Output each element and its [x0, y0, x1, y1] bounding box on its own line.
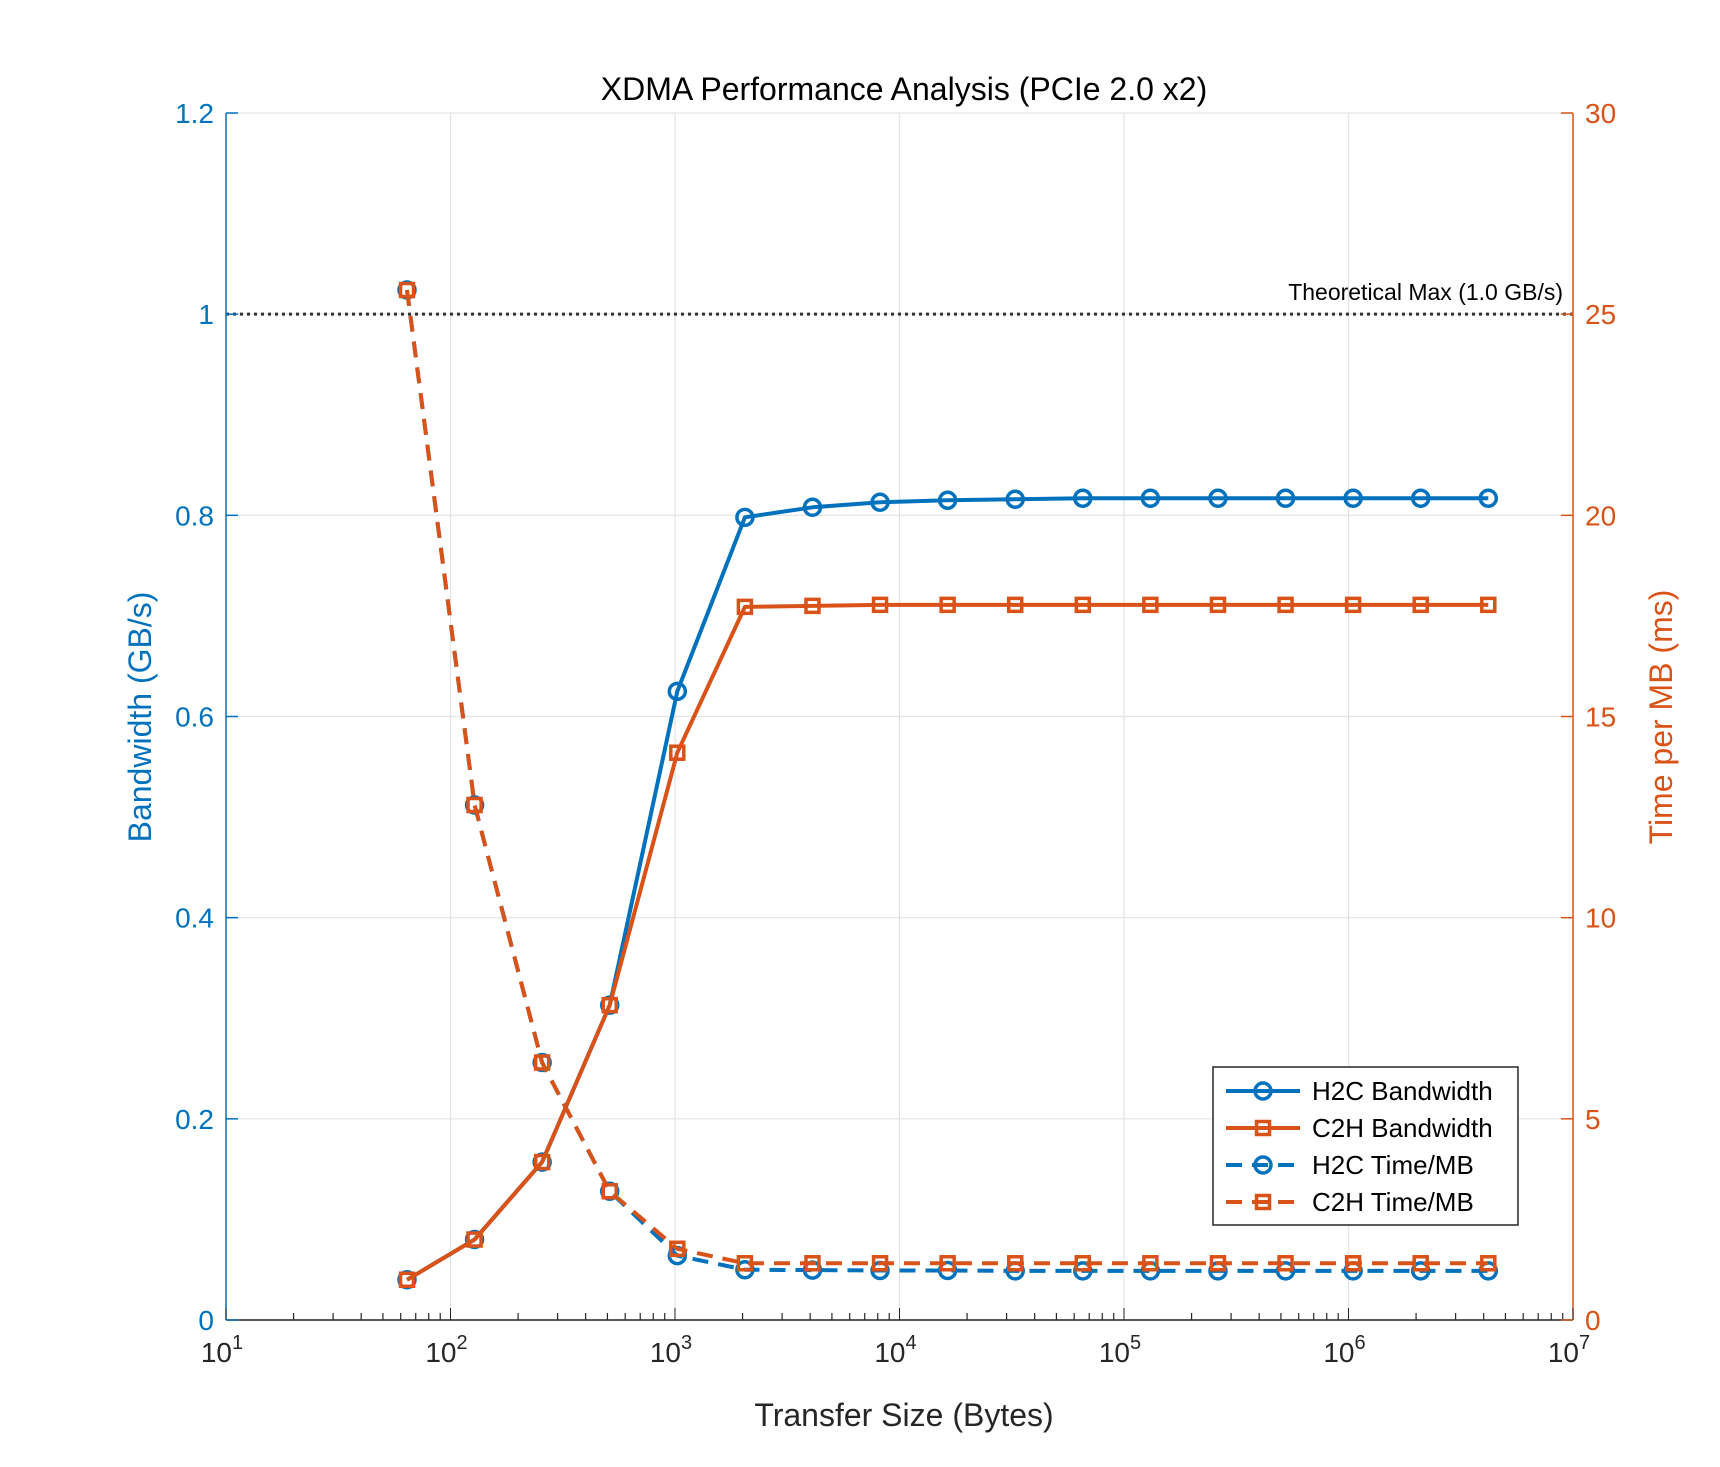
legend-marker — [1253, 1081, 1273, 1101]
right-tick-label: 0 — [1585, 1305, 1601, 1336]
data-point — [1209, 596, 1227, 614]
data-point — [601, 1183, 618, 1200]
data-point — [1209, 1255, 1227, 1272]
legend-marker — [1254, 1193, 1272, 1211]
legend-entry: H2C Time/MB — [1226, 1150, 1474, 1180]
data-point — [669, 1240, 686, 1258]
data-point — [1410, 488, 1431, 508]
series-c2h-bandwidth — [398, 596, 1497, 1289]
x-tick-label: 102 — [425, 1332, 467, 1368]
right-tick-label: 25 — [1585, 299, 1616, 330]
left-tick-label: 1.2 — [175, 98, 214, 129]
data-point — [871, 1255, 889, 1272]
data-point — [939, 596, 956, 614]
legend-box — [1212, 1066, 1519, 1226]
data-point — [669, 744, 686, 761]
x-tick-label: 101 — [201, 1332, 243, 1368]
left-tick-label: 0 — [198, 1305, 214, 1336]
data-point — [1142, 596, 1159, 614]
legend: H2C Bandwidth C2H Bandwidth H2C Time/MB C2H… — [1212, 1066, 1519, 1226]
data-point — [937, 490, 958, 510]
x-tick-label: 106 — [1323, 1332, 1365, 1368]
series-layer — [397, 280, 1499, 1290]
data-point — [466, 796, 483, 814]
data-point — [533, 1153, 551, 1171]
legend-label: H2C Bandwidth — [1312, 1076, 1493, 1106]
data-point — [736, 1255, 754, 1272]
data-point — [1343, 488, 1363, 508]
data-point — [601, 996, 618, 1014]
x-tick-label: 104 — [874, 1332, 916, 1368]
x-tick-label: 105 — [1099, 1332, 1141, 1368]
data-point — [398, 1271, 416, 1289]
series-line — [405, 289, 1489, 1266]
data-point — [1480, 596, 1497, 614]
legend-entry: C2H Time/MB — [1226, 1187, 1474, 1217]
theoretical-max-label: Theoretical Max (1.0 GB/s) — [1288, 279, 1563, 305]
right-axis-label: Time per MB (ms) — [1643, 590, 1679, 845]
right-tick-label: 30 — [1585, 98, 1616, 129]
series-c2h-time-mb — [398, 281, 1497, 1272]
right-tick-label: 15 — [1585, 702, 1616, 733]
data-point — [1412, 596, 1429, 614]
right-tick-label: 20 — [1585, 500, 1616, 531]
right-tick-label: 5 — [1585, 1104, 1601, 1135]
data-point — [533, 1054, 551, 1071]
legend-label: H2C Time/MB — [1312, 1150, 1474, 1180]
data-point — [1480, 1255, 1497, 1272]
data-point — [804, 597, 821, 615]
series-line — [405, 602, 1489, 1282]
data-point — [398, 281, 416, 299]
data-point — [1073, 488, 1093, 508]
x-tick-label: 103 — [650, 1332, 692, 1368]
data-point — [1006, 596, 1024, 614]
data-point — [1005, 489, 1025, 509]
data-point — [1074, 1255, 1092, 1272]
data-point — [1277, 596, 1294, 614]
data-point — [871, 596, 889, 614]
data-point — [1006, 1255, 1024, 1272]
legend-entry: H2C Bandwidth — [1226, 1076, 1493, 1106]
data-point — [802, 497, 823, 518]
data-point — [870, 492, 890, 513]
data-point — [1277, 1255, 1294, 1272]
x-axis-label: Transfer Size (Bytes) — [754, 1397, 1053, 1433]
legend-label: C2H Time/MB — [1312, 1187, 1474, 1217]
left-tick-label: 0.6 — [175, 702, 214, 733]
data-point — [736, 598, 754, 616]
axes-layer: 101 102 103 104 105 106 10700.20.40.60.811.205… — [175, 98, 1616, 1368]
data-point — [1344, 596, 1362, 614]
data-point — [1142, 1255, 1159, 1272]
data-point — [804, 1255, 821, 1272]
data-point — [1344, 1255, 1362, 1272]
data-point — [1074, 596, 1092, 614]
data-point — [466, 1231, 483, 1248]
data-point — [1275, 488, 1296, 508]
data-point — [1478, 488, 1499, 508]
data-point — [939, 1255, 956, 1272]
legend-label: C2H Bandwidth — [1312, 1113, 1493, 1143]
left-tick-label: 1 — [198, 299, 214, 330]
x-tick-label: 107 — [1548, 1332, 1590, 1368]
legend-marker — [1254, 1119, 1272, 1137]
left-tick-label: 0.4 — [175, 903, 214, 934]
left-axis-label: Bandwidth (GB/s) — [122, 592, 158, 843]
legend-entry: C2H Bandwidth — [1226, 1113, 1493, 1143]
right-tick-label: 10 — [1585, 903, 1616, 934]
data-point — [1208, 488, 1228, 508]
data-point — [735, 507, 755, 528]
legend-marker — [1253, 1155, 1273, 1175]
left-tick-label: 0.2 — [175, 1104, 214, 1135]
data-point — [1140, 488, 1161, 508]
left-tick-label: 0.8 — [175, 500, 214, 531]
data-point — [1412, 1255, 1429, 1272]
data-point — [667, 681, 688, 702]
chart-title: XDMA Performance Analysis (PCIe 2.0 x2) — [601, 71, 1207, 107]
